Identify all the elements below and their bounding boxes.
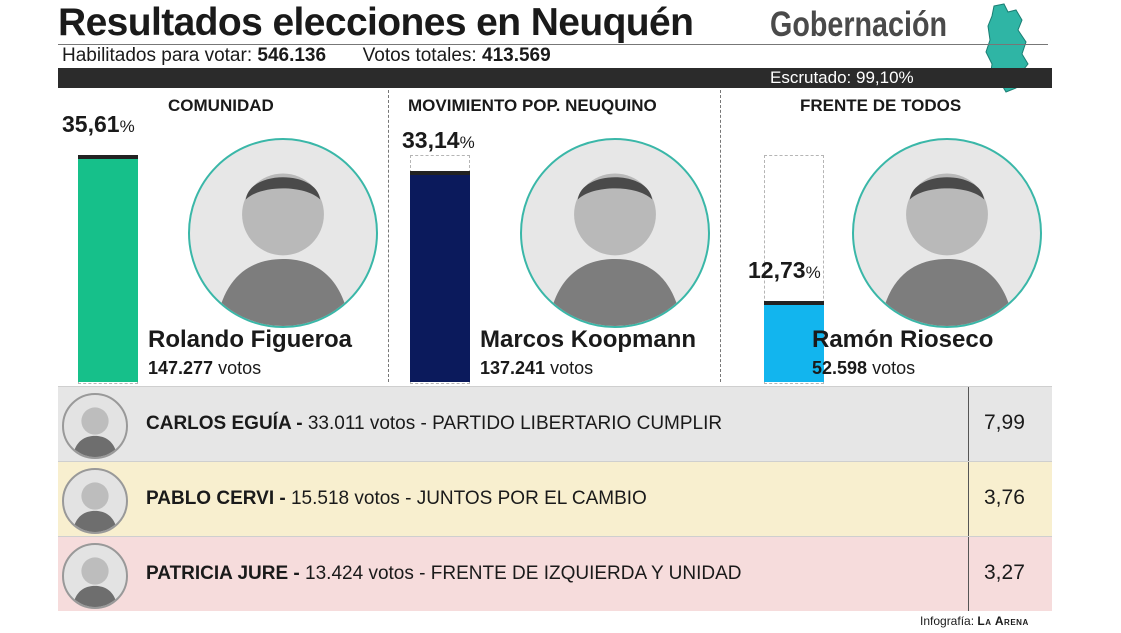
data-label-unit: % bbox=[459, 132, 475, 152]
column-divider bbox=[968, 387, 969, 461]
candidate-name: PATRICIA JURE - bbox=[146, 563, 306, 584]
bar bbox=[78, 155, 138, 382]
votes-line: 147.277 votos bbox=[148, 358, 261, 379]
scrutiny-value: 99,10% bbox=[856, 68, 914, 87]
data-label-unit: % bbox=[119, 117, 135, 136]
candidate-photo bbox=[520, 138, 710, 328]
candidate-votes: 33.011 votos - bbox=[307, 413, 433, 434]
percent-label: 33,14% bbox=[402, 127, 475, 154]
row-text: PATRICIA JURE - 13.424 votos - FRENTE DE… bbox=[146, 563, 742, 585]
votes-line: 52.598 votos bbox=[812, 358, 915, 379]
candidate-votes: 137.241 bbox=[480, 358, 546, 378]
column-divider bbox=[968, 537, 969, 611]
list-item: CARLOS EGUÍA - 33.011 votos - PARTIDO LI… bbox=[58, 386, 1052, 461]
bar-cap bbox=[78, 155, 138, 159]
scrutiny-status: Escrutado: 99,10% bbox=[770, 68, 914, 88]
column-divider bbox=[968, 462, 969, 536]
votes-unit: votos bbox=[867, 358, 916, 378]
party-name: PARTIDO LIBERTARIO CUMPLIR bbox=[432, 413, 723, 434]
candidate-photo bbox=[852, 138, 1042, 328]
party-label: FRENTE DE TODOS bbox=[800, 96, 962, 115]
votes-unit: votos bbox=[545, 358, 594, 378]
scrutiny-label: Escrutado: bbox=[770, 68, 852, 87]
bar bbox=[764, 300, 824, 382]
data-label: 33,14 bbox=[402, 126, 460, 153]
candidate-votes: 15.518 votos - bbox=[290, 488, 417, 509]
bar-cap bbox=[410, 170, 470, 175]
percent-label: 12,73% bbox=[748, 257, 821, 284]
percent-value: 3,27 bbox=[984, 561, 1025, 584]
percent-value: 7,99 bbox=[984, 411, 1025, 434]
total-votes-value: 413.569 bbox=[482, 45, 551, 66]
data-label: 12,73 bbox=[748, 256, 806, 283]
candidate-name: Rolando Figueroa bbox=[148, 326, 352, 353]
party-label: MOVIMIENTO POP. NEUQUINO bbox=[408, 96, 657, 115]
vote-stats: Habilitados para votar: 546.136 Votos to… bbox=[62, 44, 551, 68]
candidate-votes: 52.598 bbox=[812, 358, 868, 378]
total-votes-label: Votos totales: bbox=[362, 45, 477, 66]
votes-line: 137.241 votos bbox=[480, 358, 593, 379]
page-subtitle: Gobernación bbox=[770, 5, 948, 44]
row-text: CARLOS EGUÍA - 33.011 votos - PARTIDO LI… bbox=[146, 413, 722, 435]
data-label-unit: % bbox=[805, 262, 821, 282]
page-title: Resultados elecciones en Neuquén bbox=[58, 1, 694, 44]
candidate-name: PABLO CERVI - bbox=[146, 488, 291, 509]
registered-value: 546.136 bbox=[257, 45, 327, 66]
party-name: JUNTOS POR EL CAMBIO bbox=[416, 488, 647, 509]
credit-source: La Arena bbox=[977, 614, 1029, 628]
avatar bbox=[62, 468, 128, 534]
credit-label: Infografía: bbox=[920, 614, 975, 628]
candidate-name: Ramón Rioseco bbox=[812, 326, 994, 353]
list-item: PATRICIA JURE - 13.424 votos - FRENTE DE… bbox=[58, 536, 1052, 611]
percent-label: 35,61% bbox=[62, 111, 135, 138]
candidate-votes: 147.277 bbox=[148, 358, 214, 378]
bar-cap bbox=[764, 300, 824, 305]
avatar bbox=[62, 543, 128, 609]
candidate-name: Marcos Koopmann bbox=[480, 326, 697, 353]
candidate-votes: 13.424 votos - bbox=[305, 563, 431, 584]
percent-value: 3,76 bbox=[984, 486, 1025, 509]
party-name: FRENTE DE IZQUIERDA Y UNIDAD bbox=[430, 563, 742, 584]
candidate-name: CARLOS EGUÍA - bbox=[146, 413, 308, 434]
registered-label: Habilitados para votar: bbox=[62, 45, 253, 66]
candidate-photo bbox=[188, 138, 378, 328]
votes-unit: votos bbox=[213, 358, 262, 378]
row-text: PABLO CERVI - 15.518 votos - JUNTOS POR … bbox=[146, 488, 647, 510]
column-separator bbox=[720, 90, 721, 382]
column-separator bbox=[388, 90, 389, 382]
header-divider bbox=[58, 44, 1048, 45]
list-item: PABLO CERVI - 15.518 votos - JUNTOS POR … bbox=[58, 461, 1052, 536]
credit: Infografía: La Arena bbox=[920, 614, 1029, 628]
party-label: COMUNIDAD bbox=[168, 96, 274, 115]
bar bbox=[410, 170, 470, 382]
avatar bbox=[62, 393, 128, 459]
data-label: 35,61 bbox=[62, 111, 120, 137]
scrutiny-bar bbox=[58, 68, 1052, 88]
